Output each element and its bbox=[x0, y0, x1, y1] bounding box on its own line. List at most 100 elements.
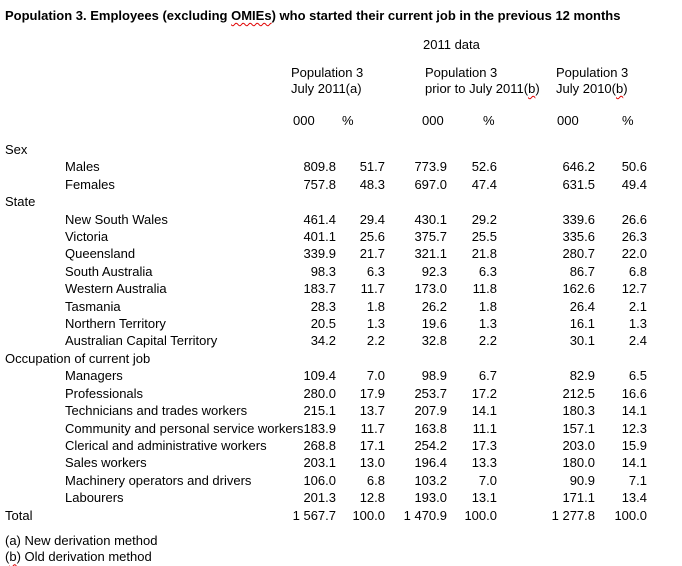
cell-value: 100.0 bbox=[614, 507, 647, 523]
misspelled-word: OMIEs bbox=[231, 8, 272, 23]
section-row: Sex bbox=[5, 141, 682, 158]
row-label: Sex bbox=[5, 142, 28, 157]
group-header-line1: Population 3 bbox=[556, 65, 629, 80]
table-row: Sales workers 203.1 13.0 196.4 13.3 180.0 14.1 bbox=[5, 454, 682, 471]
cell-value: 1.3 bbox=[366, 316, 385, 332]
cell-value: 335.6 bbox=[562, 229, 595, 245]
cell-value: 50.6 bbox=[621, 159, 647, 175]
table-row: Managers 109.4 7.0 98.9 6.7 82.9 6.5 bbox=[5, 367, 682, 384]
table-row: Queensland 339.9 21.7 321.1 21.8 280.7 22.0 bbox=[5, 245, 682, 262]
row-label: South Australia bbox=[65, 263, 153, 279]
row-label: Clerical and administrative workers bbox=[65, 437, 267, 453]
footnotes: (a) New derivation method (b) Old deriva… bbox=[5, 533, 682, 566]
document-title: Population 3. Employees (excluding OMIEs… bbox=[5, 8, 682, 23]
cell-value: 2.4 bbox=[628, 333, 647, 349]
table-row: Western Australia 183.7 11.7 173.0 11.8 162.6… bbox=[5, 280, 682, 297]
cell-value: 100.0 bbox=[464, 507, 497, 523]
cell-value: 254.2 bbox=[414, 437, 447, 453]
row-label: Occupation of current job bbox=[5, 350, 151, 366]
table-row: New South Wales 461.4 29.4 430.1 29.2 339.6 26… bbox=[5, 211, 682, 228]
cell-value: 14.1 bbox=[471, 403, 497, 419]
cell-value: 106.0 bbox=[303, 472, 336, 488]
cell-value: 13.0 bbox=[359, 455, 385, 471]
cell-value: 163.8 bbox=[414, 420, 447, 436]
cell-value: 6.3 bbox=[366, 263, 385, 279]
cell-value: 29.2 bbox=[471, 211, 497, 227]
title-text: Population 3. Employees (excluding bbox=[5, 8, 232, 23]
table-row: Australian Capital Territory 34.2 2.2 32.8 2… bbox=[5, 332, 682, 349]
cell-value: 2.2 bbox=[366, 333, 385, 349]
group-header-line2: prior to July 2011(b) bbox=[425, 81, 540, 96]
cell-value: 646.2 bbox=[562, 159, 595, 175]
cell-value: 461.4 bbox=[303, 211, 336, 227]
cell-value: 12.8 bbox=[359, 490, 385, 506]
cell-value: 98.9 bbox=[421, 368, 447, 384]
cell-value: 14.1 bbox=[621, 455, 647, 471]
cell-value: 339.6 bbox=[562, 211, 595, 227]
cell-value: 26.2 bbox=[421, 298, 447, 314]
row-label: New South Wales bbox=[65, 211, 168, 227]
table-row: Machinery operators and drivers 106.0 6.8 1… bbox=[5, 472, 682, 489]
cell-value: 7.1 bbox=[628, 472, 647, 488]
row-label: Total bbox=[5, 507, 33, 523]
row-label: Community and personal service workers bbox=[65, 420, 304, 436]
cell-value: 2.1 bbox=[628, 298, 647, 314]
footnote-a: (a) New derivation method bbox=[5, 532, 158, 548]
section-row: State bbox=[5, 193, 682, 210]
column-group-july-2010b: Population 3 July 2010(b) bbox=[497, 65, 647, 97]
cell-value: 773.9 bbox=[414, 159, 447, 175]
cell-value: 11.7 bbox=[360, 281, 385, 297]
cell-value: 11.1 bbox=[472, 420, 497, 436]
cell-value: 1 567.7 bbox=[292, 507, 336, 523]
cell-value: 6.8 bbox=[366, 472, 385, 488]
cell-value: 13.7 bbox=[359, 403, 385, 419]
cell-value: 173.0 bbox=[414, 281, 447, 297]
cell-value: 21.7 bbox=[359, 246, 385, 262]
row-label: Labourers bbox=[65, 490, 124, 506]
cell-value: 757.8 bbox=[303, 176, 336, 192]
cell-value: 321.1 bbox=[414, 246, 447, 262]
cell-value: 6.7 bbox=[478, 368, 497, 384]
cell-value: 34.2 bbox=[310, 333, 336, 349]
row-label: Professionals bbox=[65, 385, 144, 401]
cell-value: 1 277.8 bbox=[551, 507, 595, 523]
cell-value: 6.3 bbox=[478, 263, 497, 279]
column-group-prior-july-2011b: Population 3 prior to July 2011(b) bbox=[385, 65, 540, 97]
cell-value: 13.4 bbox=[621, 490, 647, 506]
cell-value: 7.0 bbox=[478, 472, 497, 488]
cell-value: 49.4 bbox=[621, 176, 647, 192]
cell-value: 215.1 bbox=[303, 403, 336, 419]
cell-value: 193.0 bbox=[414, 490, 447, 506]
cell-value: 809.8 bbox=[303, 159, 336, 175]
cell-value: 98.3 bbox=[310, 263, 336, 279]
cell-value: 19.6 bbox=[421, 316, 447, 332]
row-label: Northern Territory bbox=[65, 316, 166, 332]
cell-value: 22.0 bbox=[621, 246, 647, 262]
cell-value: 25.5 bbox=[471, 229, 497, 245]
title-text-end: ) who started their current job in the p… bbox=[271, 8, 621, 23]
cell-value: 180.0 bbox=[562, 455, 595, 471]
cell-value: 47.4 bbox=[471, 176, 497, 192]
cell-value: 82.9 bbox=[569, 368, 595, 384]
group-header-line2: July 2011(a) bbox=[291, 81, 362, 96]
row-label: State bbox=[5, 194, 36, 210]
table-row: Victoria 401.1 25.6 375.7 25.5 335.6 26.3 bbox=[5, 228, 682, 245]
cell-value: 1.8 bbox=[478, 298, 497, 314]
cell-value: 30.1 bbox=[569, 333, 595, 349]
unit-header-000: 000 bbox=[293, 113, 315, 128]
cell-value: 100.0 bbox=[352, 507, 385, 523]
cell-value: 203.0 bbox=[562, 437, 595, 453]
cell-value: 26.3 bbox=[621, 229, 647, 245]
cell-value: 1 470.9 bbox=[403, 507, 447, 523]
cell-value: 13.1 bbox=[471, 490, 497, 506]
unit-header-pct: % bbox=[342, 113, 354, 128]
cell-value: 171.1 bbox=[562, 490, 595, 506]
cell-value: 203.1 bbox=[303, 455, 336, 471]
cell-value: 12.3 bbox=[621, 420, 647, 436]
footnote-b: (b) Old derivation method bbox=[5, 549, 152, 565]
cell-value: 51.7 bbox=[359, 159, 385, 175]
cell-value: 48.3 bbox=[359, 176, 385, 192]
cell-value: 103.2 bbox=[414, 472, 447, 488]
row-label: Males bbox=[65, 159, 100, 175]
